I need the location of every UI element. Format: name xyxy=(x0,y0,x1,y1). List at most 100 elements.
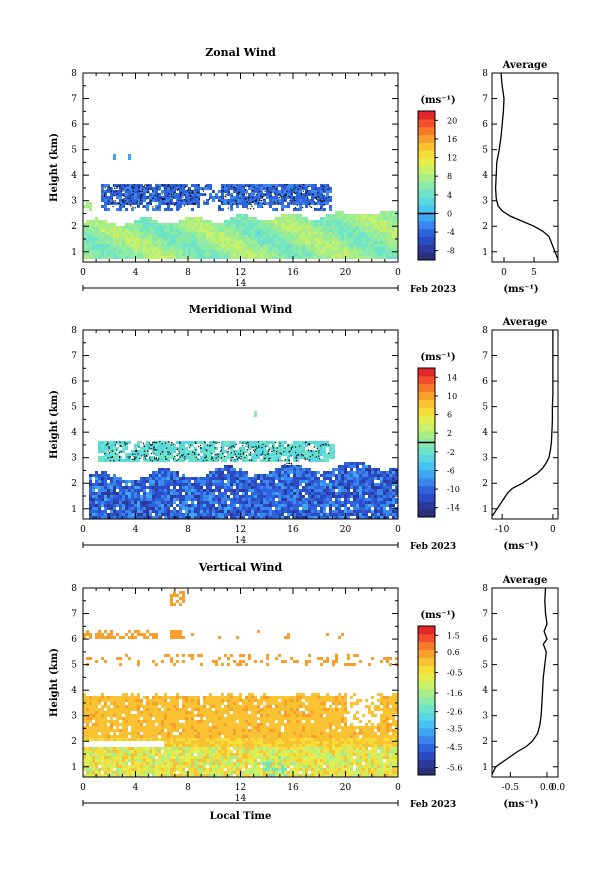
heatmap-cell xyxy=(128,241,131,244)
heatmap-cell xyxy=(299,450,302,453)
heatmap-cell xyxy=(113,223,116,226)
heatmap-cell xyxy=(257,232,260,235)
heatmap-cell xyxy=(170,256,173,259)
heatmap-cell xyxy=(359,486,362,489)
heatmap-cell xyxy=(125,504,128,507)
heatmap-cell xyxy=(257,495,260,498)
heatmap-cell xyxy=(323,474,326,477)
heatmap-cell xyxy=(305,241,308,244)
heatmap-cell xyxy=(356,250,359,253)
heatmap-cell xyxy=(362,492,365,495)
heatmap-cell xyxy=(251,184,254,187)
heatmap-cell xyxy=(125,235,128,238)
heatmap-cell xyxy=(185,495,188,498)
heatmap-cell xyxy=(161,477,164,480)
heatmap-cell xyxy=(392,235,395,238)
heatmap-cell xyxy=(347,471,350,474)
heatmap-cell xyxy=(194,510,197,513)
heatmap-cell xyxy=(347,244,350,247)
heatmap-cell xyxy=(338,247,341,250)
heatmap-cell xyxy=(101,196,104,199)
heatmap-cell xyxy=(83,226,86,229)
heatmap-cell xyxy=(290,229,293,232)
heatmap-cell xyxy=(104,247,107,250)
heatmap-cell xyxy=(335,495,338,498)
heatmap-cell xyxy=(353,244,356,247)
heatmap-cell xyxy=(326,190,329,193)
heatmap-cell xyxy=(365,223,368,226)
heatmap-cell xyxy=(230,450,233,453)
heatmap-cell xyxy=(167,253,170,256)
heatmap-cell xyxy=(164,250,167,253)
heatmap-cell xyxy=(122,226,125,229)
heatmap-cell xyxy=(395,229,398,232)
heatmap-cell xyxy=(197,217,200,220)
heatmap-cell xyxy=(188,199,191,202)
contour-mark xyxy=(255,445,257,448)
colorbar-segment xyxy=(418,158,435,167)
heatmap-cell xyxy=(296,184,299,187)
heatmap-cell xyxy=(125,238,128,241)
heatmap-cell xyxy=(164,453,167,456)
heatmap-cell xyxy=(263,253,266,256)
heatmap-cell xyxy=(224,244,227,247)
heatmap-cell xyxy=(128,441,131,444)
heatmap-cell xyxy=(128,235,131,238)
heatmap-cell xyxy=(254,489,257,492)
colorbar-segment xyxy=(418,189,435,198)
heatmap-cell xyxy=(239,241,242,244)
heatmap-cell xyxy=(347,510,350,513)
heatmap-cell xyxy=(188,516,191,519)
heatmap-cell xyxy=(284,199,287,202)
heatmap-cell xyxy=(326,486,329,489)
contour-mark xyxy=(147,191,149,193)
contour-mark xyxy=(204,185,206,188)
heatmap-cell xyxy=(392,471,395,474)
heatmap-cell xyxy=(122,501,125,504)
heatmap-cell xyxy=(338,217,341,220)
heatmap-cell xyxy=(248,193,251,196)
heatmap-cell xyxy=(323,247,326,250)
heatmap-cell xyxy=(344,486,347,489)
heatmap-cell xyxy=(341,256,344,259)
heatmap-cell xyxy=(191,184,194,187)
contour-mark xyxy=(204,442,206,444)
contour-mark xyxy=(139,190,142,193)
heatmap-cell xyxy=(278,507,281,510)
contour-mark xyxy=(246,449,248,451)
heatmap-cell xyxy=(329,187,332,190)
contour-mark xyxy=(305,192,307,194)
heatmap-cell xyxy=(146,441,149,444)
heatmap-cell xyxy=(356,247,359,250)
heatmap-cell xyxy=(311,235,314,238)
contour-mark xyxy=(238,191,240,193)
heatmap-cell xyxy=(239,244,242,247)
heatmap-cell xyxy=(329,196,332,199)
heatmap-cell xyxy=(188,196,191,199)
heatmap-cell xyxy=(353,513,356,516)
contour-mark xyxy=(221,201,223,203)
heatmap-cell xyxy=(176,477,179,480)
heatmap-cell xyxy=(302,453,305,456)
heatmap-cell xyxy=(164,235,167,238)
heatmap-cell xyxy=(110,477,113,480)
heatmap-cell xyxy=(362,220,365,223)
heatmap-cell xyxy=(245,513,248,516)
heatmap-cell xyxy=(152,450,155,453)
heatmap-cell xyxy=(173,244,176,247)
contour-mark xyxy=(279,196,281,199)
heatmap-cell xyxy=(101,483,104,486)
heatmap-cell xyxy=(221,244,224,247)
heatmap-cell xyxy=(167,468,170,471)
heatmap-cell xyxy=(188,235,191,238)
heatmap-cell xyxy=(371,256,374,259)
contour-mark xyxy=(294,207,297,209)
heatmap-cell xyxy=(107,453,110,456)
heatmap-cell xyxy=(188,253,191,256)
heatmap-cell xyxy=(266,244,269,247)
heatmap-cell xyxy=(320,444,323,447)
x-tick-label: 8 xyxy=(185,268,191,278)
heatmap-cell xyxy=(353,247,356,250)
heatmap-cell xyxy=(266,504,269,507)
heatmap-cell xyxy=(215,486,218,489)
